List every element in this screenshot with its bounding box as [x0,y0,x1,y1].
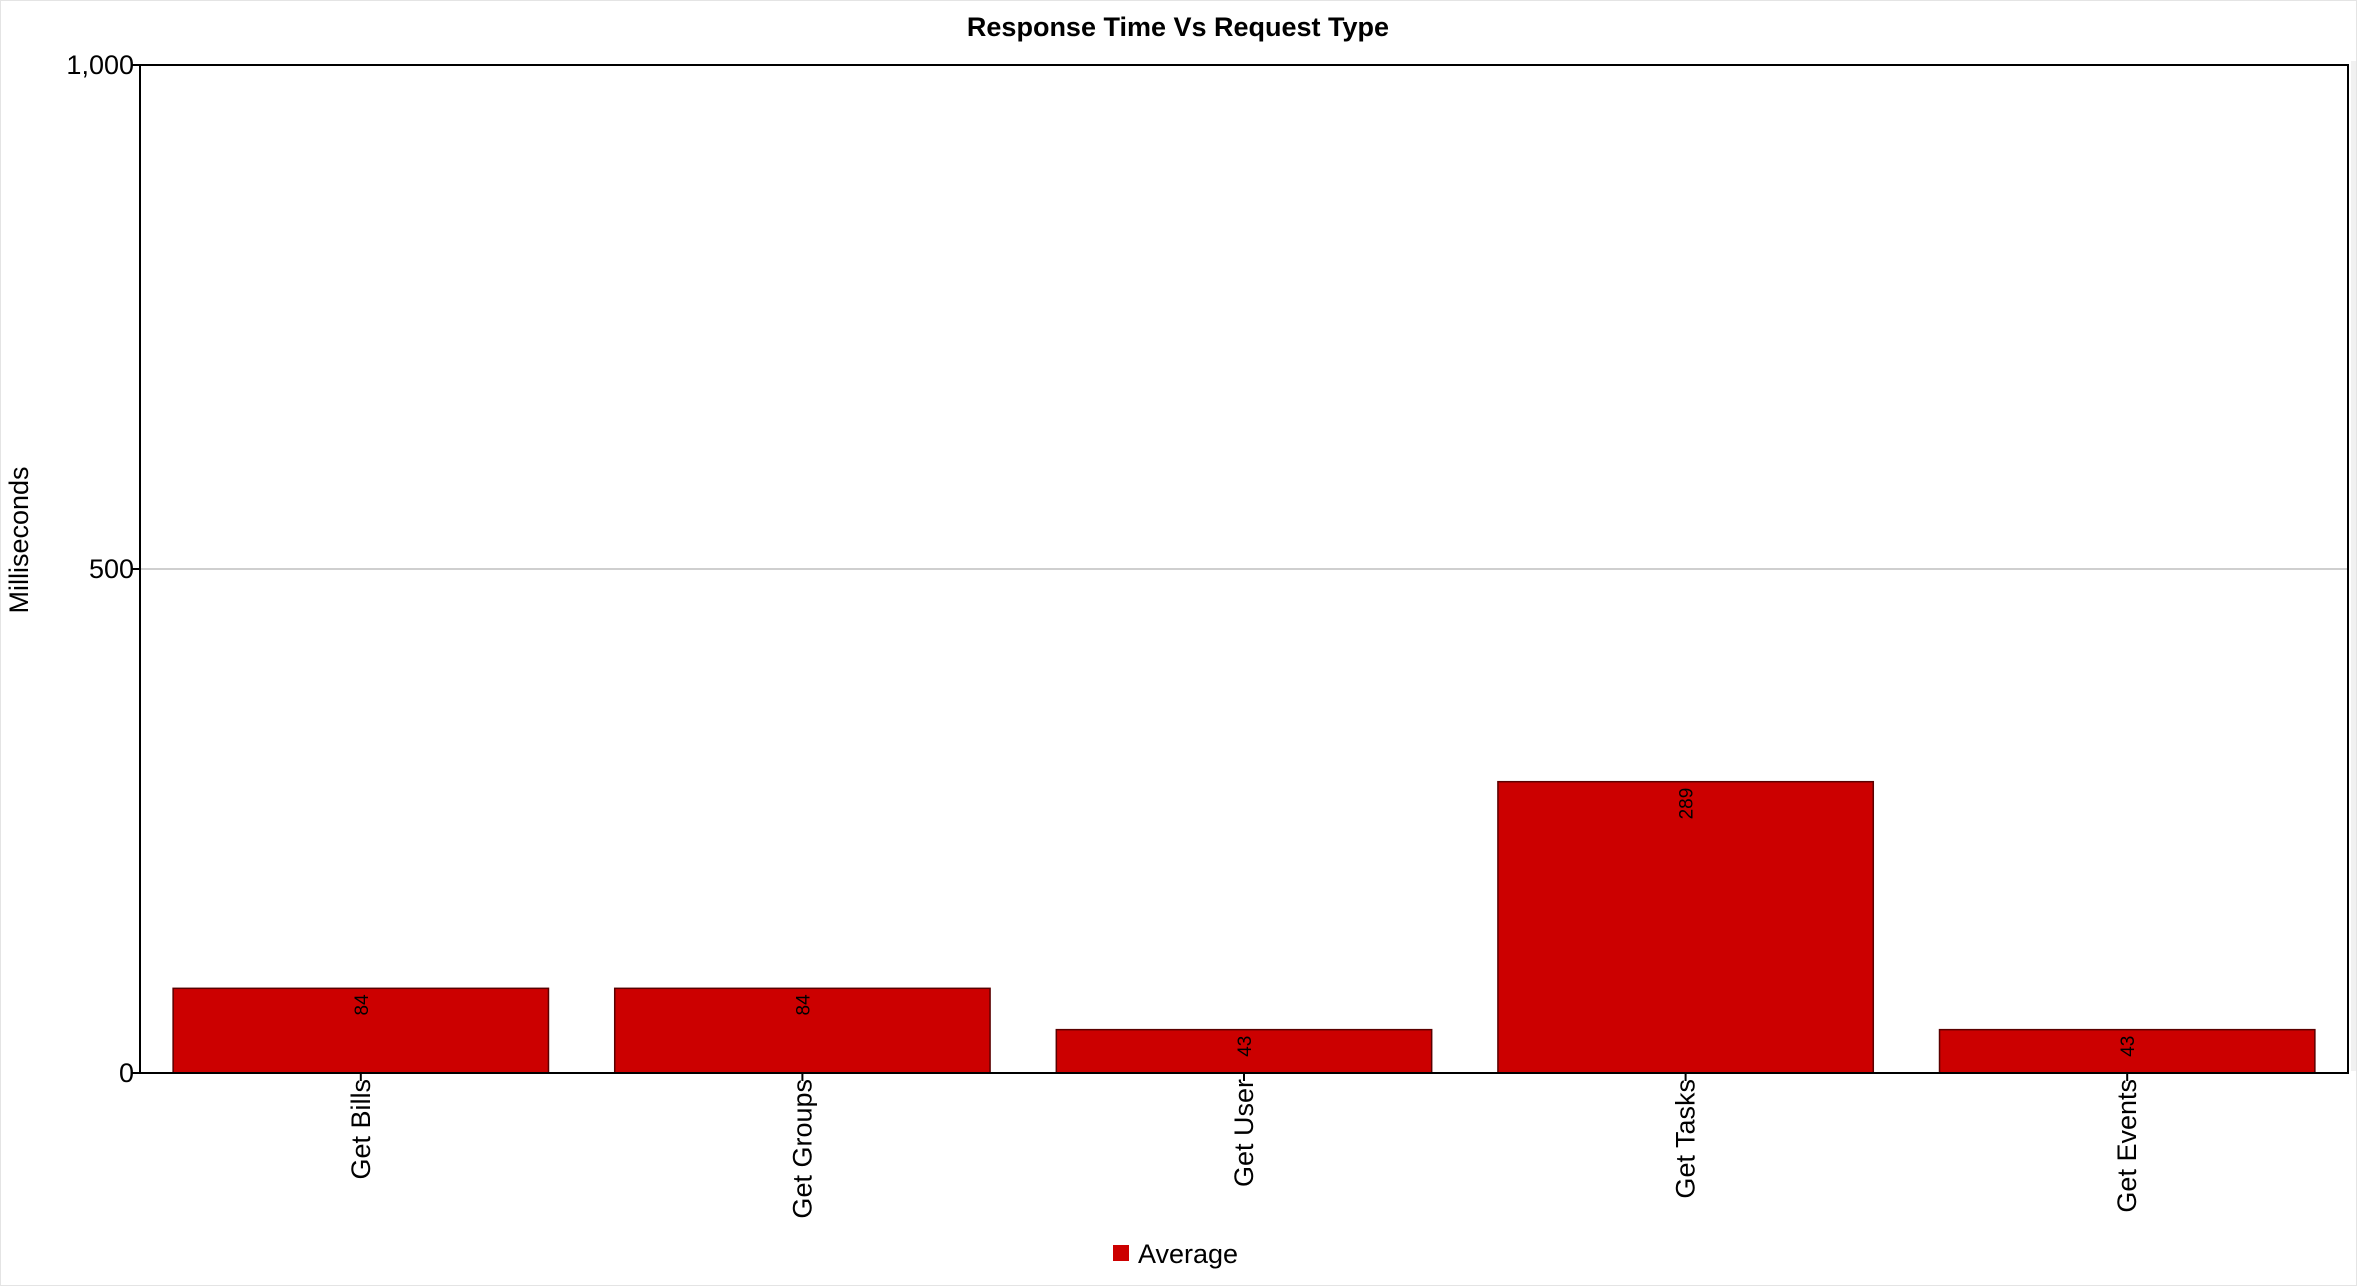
x-tick-label: Get User [1229,1079,1259,1187]
plot-area-border [139,64,2349,1074]
data-label: 289 [1677,788,1698,820]
y-tick-label: 1,000 [66,50,134,80]
y-axis-ticks: 0 500 1,000 [66,50,140,1088]
legend-swatch-average [1113,1245,1129,1261]
x-axis-ticks: Get Bills Get Groups Get User Get Tasks Get … [346,1073,2142,1219]
data-label: 43 [1235,1036,1256,1057]
data-labels: 84 84 43 289 43 [352,788,2139,1057]
chart-title: Response Time Vs Request Type [967,12,1389,42]
bar-get-groups [613,987,991,1074]
x-tick-label: Get Bills [346,1079,376,1180]
bar-get-user [1055,1028,1433,1074]
right-edge-strip [2351,61,2356,1071]
data-label: 43 [2118,1036,2139,1057]
x-tick-label: Get Groups [787,1079,817,1219]
legend-label-average: Average [1138,1239,1238,1269]
y-tick-label: 500 [89,554,134,584]
x-tick-label: Get Tasks [1671,1079,1701,1199]
legend: Average [1113,1239,1238,1269]
data-label: 84 [793,994,814,1016]
y-axis-label: Milliseconds [4,466,34,613]
bars [172,780,2316,1074]
bar-get-bills [172,987,550,1074]
bar-get-tasks [1497,780,1875,1074]
x-tick-label: Get Events [2112,1079,2142,1213]
y-tick-label: 0 [119,1058,134,1088]
data-label: 84 [352,994,373,1016]
